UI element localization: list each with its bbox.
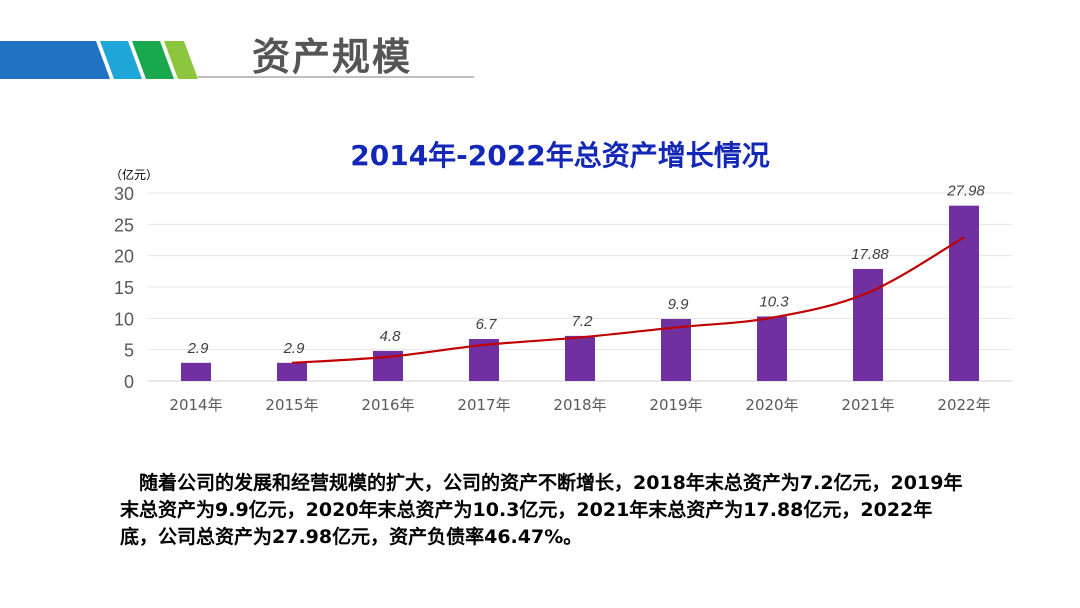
x-tick-label: 2021年 [841, 396, 894, 414]
y-tick-label: 25 [114, 215, 134, 235]
bar [277, 362, 307, 381]
bar [757, 316, 787, 381]
bar [181, 362, 211, 381]
bar-data-label: 4.8 [380, 328, 402, 345]
bar [853, 268, 883, 381]
x-tick-label: 2017年 [457, 396, 510, 414]
header-banner [0, 41, 198, 79]
x-tick-label: 2018年 [553, 396, 606, 414]
chart-title: 2014年-2022年总资产增长情况 [350, 139, 770, 172]
y-axis-unit: （亿元） [110, 167, 158, 182]
bar-data-label: 6.7 [476, 316, 498, 333]
y-tick-label: 30 [114, 184, 134, 204]
y-tick-label: 20 [114, 247, 134, 267]
x-tick-label: 2019年 [649, 396, 702, 414]
x-tick-label: 2016年 [361, 396, 414, 414]
bar-data-label: 10.3 [759, 293, 789, 310]
x-tick-label: 2015年 [265, 396, 318, 414]
bar [949, 205, 979, 381]
summary-text: 随着公司的发展和经营规模的扩大，公司的资产不断增长，2018年末总资产为7.2亿… [120, 472, 963, 548]
asset-growth-chart: 0 5 10 15 20 25 30 （亿元） 2.9 2014年 2.9 2015年 4.8 2016年… [110, 167, 1012, 414]
header-stripe-lightgreen [164, 41, 198, 79]
y-tick-label: 5 [124, 341, 134, 361]
bar-data-label: 2.9 [283, 340, 306, 357]
header-divider [198, 76, 474, 78]
header-stripe-cyan [100, 41, 142, 79]
summary-paragraph: 随着公司的发展和经营规模的扩大，公司的资产不断增长，2018年末总资产为7.2亿… [120, 470, 970, 551]
bar [565, 335, 595, 381]
page-title: 资产规模 [252, 35, 413, 79]
y-tick-label: 15 [114, 278, 134, 298]
x-tick-label: 2022年 [937, 396, 990, 414]
x-tick-label: 2020年 [745, 396, 798, 414]
y-tick-label: 10 [114, 309, 134, 329]
trend-line [291, 236, 965, 364]
bar-data-label: 2.9 [187, 340, 210, 357]
bar-data-label: 7.2 [572, 313, 594, 330]
bar-data-label: 27.98 [946, 183, 985, 200]
bar-data-label: 17.88 [851, 246, 889, 263]
x-tick-label: 2014年 [169, 396, 222, 414]
bar-data-label: 9.9 [668, 296, 690, 313]
header-stripe-blue [0, 41, 110, 79]
y-tick-label: 0 [124, 372, 134, 392]
header-stripe-green [132, 41, 174, 79]
